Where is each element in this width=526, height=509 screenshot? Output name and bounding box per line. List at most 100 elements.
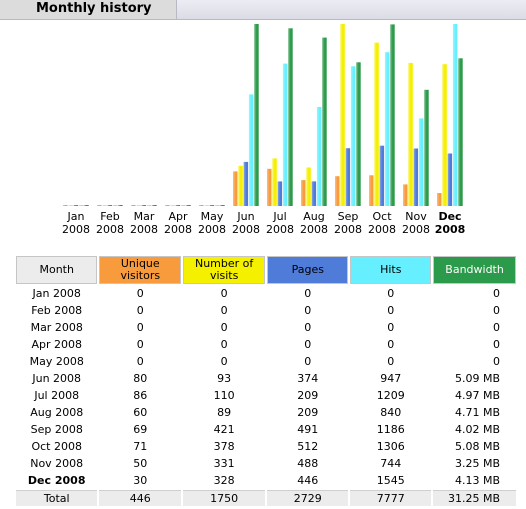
visits-bar bbox=[102, 205, 107, 206]
table-cell: 209 bbox=[297, 389, 319, 402]
table-cell: 0 bbox=[220, 304, 228, 317]
bandwidth-bar bbox=[152, 205, 157, 206]
table-cell: 512 bbox=[297, 440, 319, 453]
hits-bar bbox=[418, 118, 424, 206]
table-cell: 0 bbox=[220, 321, 228, 334]
table-cell: 0 bbox=[136, 287, 144, 300]
visits-bar bbox=[272, 158, 277, 206]
table-cell: 31.25 MB bbox=[433, 490, 516, 506]
table-cell: 89 bbox=[217, 406, 232, 419]
x-tick-label: Jun bbox=[236, 210, 254, 223]
pages-bar bbox=[243, 161, 249, 206]
table-row: Oct 2008 71 378 512 1306 5.08 MB bbox=[16, 439, 516, 454]
table-cell: 1306 bbox=[376, 440, 405, 453]
bandwidth-bar bbox=[390, 24, 395, 207]
pages-bar bbox=[141, 205, 147, 206]
visits-bar bbox=[374, 42, 379, 206]
table-cell: 69 bbox=[133, 423, 148, 436]
visits-bar bbox=[68, 205, 73, 206]
table-row: Apr 2008 0 0 0 0 0 bbox=[16, 337, 516, 352]
bandwidth-bar bbox=[458, 58, 463, 206]
table-cell-month: Nov 2008 bbox=[30, 457, 84, 470]
monthly-history-table: Month Unique visitors Number of visits P… bbox=[14, 254, 518, 508]
table-cell-month: Jan 2008 bbox=[32, 287, 81, 300]
hits-bar bbox=[452, 24, 458, 206]
table-body: Jan 2008 0 0 0 0 0 Feb 2008 0 0 0 0 0 Mar 2008 0 0 0 0 0 A… bbox=[16, 286, 516, 506]
table-cell: 0 bbox=[136, 304, 144, 317]
pages-bar bbox=[311, 181, 317, 206]
x-tick-label: Dec bbox=[438, 210, 461, 223]
visitors-bar bbox=[335, 176, 340, 206]
pages-bar bbox=[447, 153, 453, 206]
pages-bar bbox=[175, 205, 181, 206]
visitors-bar bbox=[267, 168, 272, 206]
table-cell: 0 bbox=[220, 287, 228, 300]
table-cell: 50 bbox=[133, 457, 148, 470]
table-cell: 5.08 MB bbox=[454, 440, 500, 453]
x-tick-label: 2008 bbox=[435, 223, 466, 236]
table-row: Feb 2008 0 0 0 0 0 bbox=[16, 303, 516, 318]
table-cell: 488 bbox=[297, 457, 319, 470]
x-tick-label: Aug bbox=[303, 210, 324, 223]
table-cell: 421 bbox=[213, 423, 235, 436]
visitors-bar bbox=[97, 205, 102, 206]
table-cell: 0 bbox=[493, 338, 500, 351]
table-cell: 744 bbox=[380, 457, 402, 470]
visits-bar bbox=[442, 64, 447, 206]
table-cell: 5.09 MB bbox=[454, 372, 500, 385]
pages-bar bbox=[277, 181, 283, 206]
section-title: Monthly history bbox=[36, 1, 152, 16]
table-cell-month: Oct 2008 bbox=[31, 440, 82, 453]
table-cell-month: Dec 2008 bbox=[27, 474, 86, 487]
table-cell: 0 bbox=[304, 355, 312, 368]
table-cell: 331 bbox=[213, 457, 235, 470]
monthly-history-chart: Jan2008Feb2008Mar2008Apr2008May2008Jun20… bbox=[62, 24, 465, 236]
table-row: Sep 2008 69 421 491 1186 4.02 MB bbox=[16, 422, 516, 437]
hits-bar bbox=[214, 205, 220, 206]
x-tick-label: 2008 bbox=[300, 223, 328, 236]
bandwidth-bar bbox=[424, 89, 429, 206]
bandwidth-bar bbox=[220, 205, 225, 206]
table-cell: 0 bbox=[387, 338, 395, 351]
table-cell: 4.02 MB bbox=[454, 423, 500, 436]
table-cell: 0 bbox=[387, 304, 395, 317]
table-cell: 1750 bbox=[183, 490, 266, 506]
visits-bar bbox=[204, 205, 209, 206]
visitors-bar bbox=[301, 180, 306, 206]
table-cell: 446 bbox=[297, 474, 319, 487]
table-cell: 4.13 MB bbox=[454, 474, 500, 487]
table-cell-month: Sep 2008 bbox=[30, 423, 83, 436]
pages-bar bbox=[209, 205, 215, 206]
table-cell-month: Jun 2008 bbox=[32, 372, 82, 385]
visitors-bar bbox=[63, 205, 68, 206]
bandwidth-bar bbox=[118, 205, 123, 206]
x-tick-label: Nov bbox=[405, 210, 427, 223]
table-cell: 491 bbox=[297, 423, 319, 436]
visitors-bar bbox=[403, 184, 408, 206]
table-cell: 0 bbox=[387, 321, 395, 334]
table-cell: 86 bbox=[133, 389, 148, 402]
table-cell: 2729 bbox=[267, 490, 349, 506]
table-cell: 0 bbox=[220, 338, 228, 351]
x-tick-label: May bbox=[201, 210, 224, 223]
table-row: Jun 2008 80 93 374 947 5.09 MB bbox=[16, 371, 516, 386]
table-row: Aug 2008 60 89 209 840 4.71 MB bbox=[16, 405, 516, 420]
x-tick-label: 2008 bbox=[164, 223, 192, 236]
table-cell: 0 bbox=[304, 304, 312, 317]
chart-x-labels: Jan2008Feb2008Mar2008Apr2008May2008Jun20… bbox=[62, 210, 465, 236]
visits-bar bbox=[408, 62, 413, 207]
table-cell: 80 bbox=[133, 372, 148, 385]
table-cell: 7777 bbox=[350, 490, 432, 506]
bandwidth-bar bbox=[356, 62, 361, 206]
table-cell-month: May 2008 bbox=[29, 355, 84, 368]
x-tick-label: Oct bbox=[372, 210, 392, 223]
pages-bar bbox=[73, 205, 79, 206]
table-cell: 378 bbox=[213, 440, 235, 453]
col-month: Month bbox=[16, 256, 98, 284]
table-cell: 0 bbox=[493, 287, 500, 300]
x-tick-label: Mar bbox=[134, 210, 155, 223]
bandwidth-bar bbox=[84, 205, 89, 206]
col-pages: Pages bbox=[267, 256, 349, 284]
table-cell: 1545 bbox=[376, 474, 405, 487]
bandwidth-bar bbox=[322, 37, 327, 206]
